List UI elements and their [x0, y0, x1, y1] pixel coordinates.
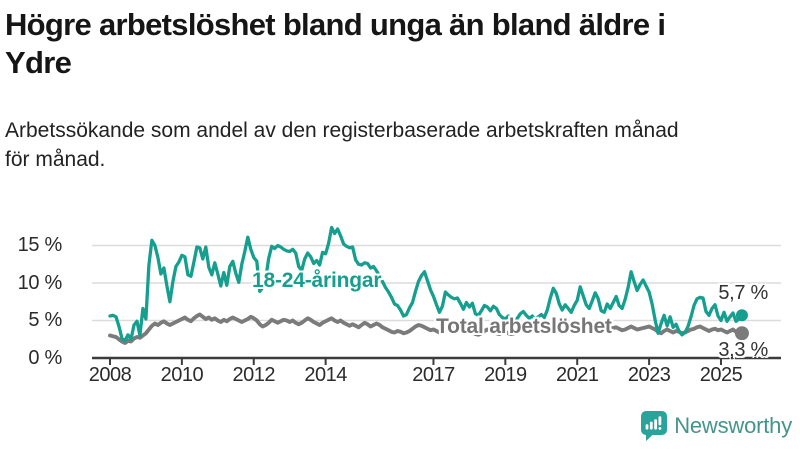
- y-axis-label-15: 15 %: [17, 234, 63, 256]
- x-axis-label: 2025: [699, 364, 743, 386]
- y-axis-label-5: 5 %: [28, 309, 62, 331]
- chart-subtitle: Arbetssökande som andel av den registerb…: [5, 116, 793, 174]
- series-label-young: 18-24-åringar: [252, 269, 382, 292]
- x-axis-label: 2019: [484, 364, 527, 386]
- x-axis-label: 2010: [160, 364, 204, 386]
- series-label-total: Total arbetslöshet: [436, 315, 612, 338]
- end-value-label-total: 3,3 %: [718, 339, 768, 361]
- newsworthy-logo: Newsworthy: [641, 410, 792, 442]
- x-axis-label: 2012: [232, 364, 276, 386]
- chart-plot-area: [92, 225, 781, 365]
- line-chart: 0 % 5 % 10 % 15 % 2008 2010 2012 2014 2017 20…: [17, 225, 781, 386]
- page-title: Högre arbetslöshet bland unga än bland ä…: [5, 6, 793, 82]
- subtitle-line-2: för månad.: [5, 148, 106, 171]
- brand-name: Newsworthy: [674, 413, 792, 438]
- newsworthy-icon: [641, 411, 668, 441]
- x-axis-label: 2017: [412, 364, 455, 386]
- y-axis-label-0: 0 %: [28, 346, 62, 369]
- end-value-label-young: 5,7 %: [718, 282, 768, 304]
- x-axis-label: 2021: [555, 364, 599, 386]
- x-axis-label: 2008: [88, 364, 132, 386]
- x-axis-label: 2023: [627, 364, 671, 386]
- title-line-1: Högre arbetslöshet bland unga än bland ä…: [5, 7, 666, 42]
- x-axis-label: 2014: [304, 364, 347, 386]
- title-line-2: Ydre: [5, 45, 72, 80]
- subtitle-line-1: Arbetssökande som andel av den registerb…: [5, 119, 679, 142]
- y-axis-label-10: 10 %: [17, 271, 63, 294]
